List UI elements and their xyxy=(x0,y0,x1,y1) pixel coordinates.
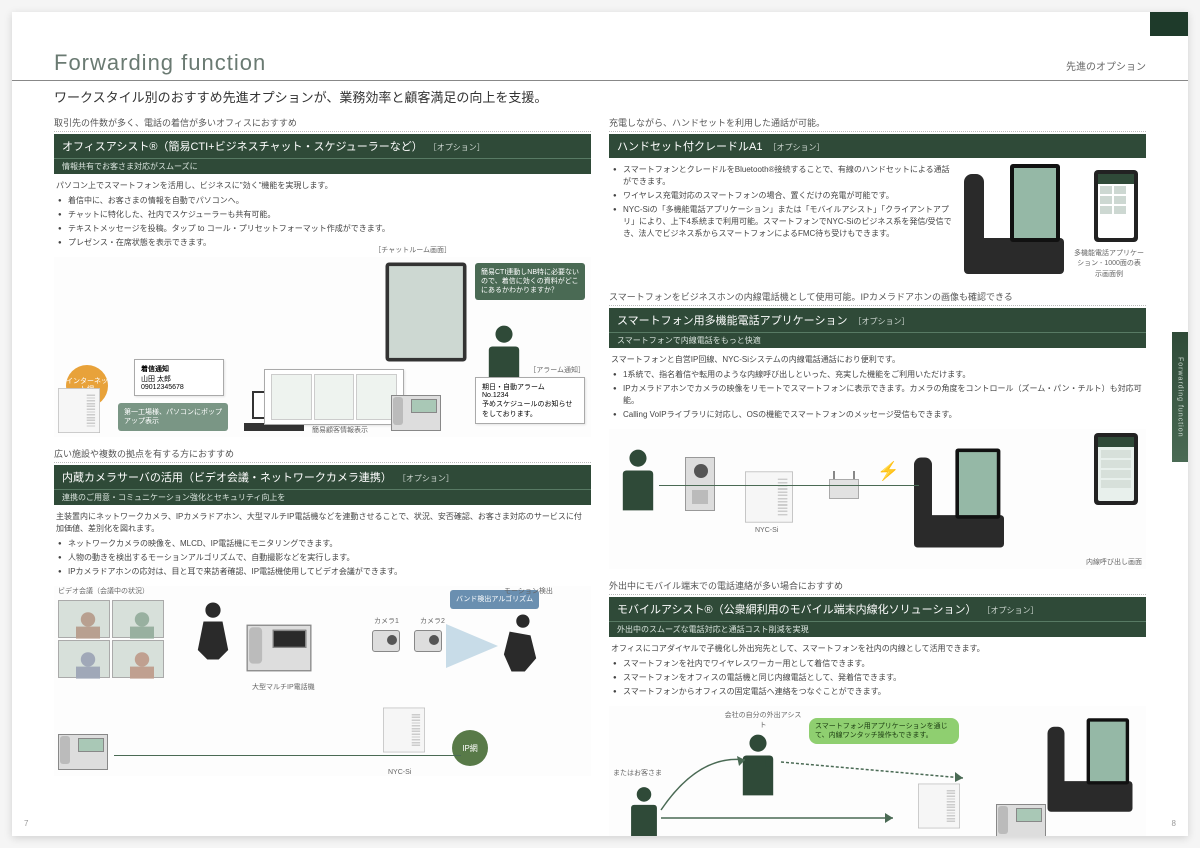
sec-intro: スマートフォンをビジネスホンの内線電話機として使用可能。IPカメラドアホンの画像… xyxy=(609,290,1146,306)
sec-intro: 外出中にモバイル端末での電話連絡が多い場合におすすめ xyxy=(609,579,1146,595)
bullet: テキストメッセージを投稿。タップ to コール・プリセットフォーマット作成ができ… xyxy=(58,223,589,235)
diagram-camera: ビデオ会議（会議中の状況） 大型マルチIP電話機 カメラ1 xyxy=(54,586,591,776)
person-icon xyxy=(194,600,232,662)
sec-intro: 取引先の件数が多く、電話の着信が多いオフィスにおすすめ xyxy=(54,116,591,132)
sec-sub: スマートフォンで内線電話をもっと快適 xyxy=(609,332,1146,348)
connector-line xyxy=(114,755,461,756)
tip-bubble: スマートフォン用アプリケーションを通じて、内線ワンタッチ操作もできます。 xyxy=(809,718,959,744)
bullet: スマートフォンを社内でワイヤレスワーカー用として着信できます。 xyxy=(613,658,1144,670)
cradle-illust xyxy=(914,449,1004,548)
smartphone-illust xyxy=(1094,433,1138,505)
section-cradle: 充電しながら、ハンドセットを利用した通話が可能。 ハンドセット付クレードルA1 … xyxy=(609,116,1146,280)
nyc-unit xyxy=(383,708,425,753)
top-bar xyxy=(12,12,1188,36)
bullet: ワイヤレス充電対応のスマートフォンの場合、置くだけの充電が可能です。 xyxy=(613,190,956,202)
deskphone-illust xyxy=(391,395,441,431)
bullet: スマートフォンからオフィスの固定電話へ連絡をつなぐことができます。 xyxy=(613,686,1144,698)
sec-body: オフィスにコアダイヤルで子機化し外出宛先として、スマートフォンを社内の内線として… xyxy=(609,637,1146,706)
bullet: IPカメラドアホンの応対は、目と耳で来訪者確認、IP電話機使用してビデオ会議がで… xyxy=(58,566,589,578)
sec-title: ハンドセット付クレードルA1 ［オプション］ xyxy=(609,134,1146,158)
sec-title: 内蔵カメラサーバの活用（ビデオ会議・ネットワークカメラ連携） ［オプション］ xyxy=(54,465,591,489)
bullet: 人物の動きを検出するモーションアルゴリズムで、自動撮影などを実行します。 xyxy=(58,552,589,564)
side-tab: Forwarding function xyxy=(1172,332,1188,462)
deskphone-illust xyxy=(996,804,1046,836)
ip-phone-illust xyxy=(247,625,312,672)
arrow-label: 第一工場様、パソコンにポップアップ表示 xyxy=(118,403,228,431)
camera-icon xyxy=(414,630,442,652)
alarm-popup: 期日・自動アラーム No.1234 予めスケジュールのお知らせをしております。 xyxy=(475,377,585,424)
sec-sub: 連携のご用意・コミュニケーション強化とセキュリティ向上を xyxy=(54,489,591,505)
bullet: スマートフォンをオフィスの電話機と同じ内線電話として、発着信できます。 xyxy=(613,672,1144,684)
tablet-illust xyxy=(386,263,467,362)
sec-body: スマートフォンと自営IP回線、NYC-Siシステムの内線電話通話におり便利です。… xyxy=(609,348,1146,429)
person-icon xyxy=(619,449,657,511)
page-header: Forwarding function 先進のオプション xyxy=(12,36,1188,81)
scheduler-window xyxy=(264,369,404,425)
bullet: ネットワークカメラの映像を、MLCD、IP電話機にモニタリングできます。 xyxy=(58,538,589,550)
bullet: チャットに特化した、社内でスケジューラーも共有可能。 xyxy=(58,209,589,221)
router-illust xyxy=(829,479,859,499)
camera-icon xyxy=(372,630,400,652)
intruder-icon xyxy=(502,612,540,674)
sec-intro: 充電しながら、ハンドセットを利用した通話が可能。 xyxy=(609,116,1146,132)
diagram-mobile-assist: またはお客さま 会社の自分の外出アシスト スマートフォン用アプリケーションを通じ… xyxy=(609,706,1146,836)
doorphone-illust xyxy=(685,457,715,511)
bullet: プレゼンス・在席状態を表示できます。 xyxy=(58,237,589,249)
bullet: 着信中に、お客さまの情報を自動でパソコンへ。 xyxy=(58,195,589,207)
bullet: NYC-Siの「多機能電話アプリケーション」または「モバイルアシスト」「クライア… xyxy=(613,204,956,240)
section-office-assist: 取引先の件数が多く、電話の着信が多いオフィスにおすすめ オフィスアシスト®（簡易… xyxy=(54,116,591,437)
bullet: IPカメラドアホンでカメラの映像をリモートでスマートフォンに表示できます。カメラ… xyxy=(613,383,1144,407)
bullet: Calling VoIPライブラリに対応し、OSの機能でスマートフォンのメッセー… xyxy=(613,409,1144,421)
video-grid xyxy=(58,600,168,678)
page-number-right: 8 xyxy=(1172,819,1176,828)
bullet: スマートフォンとクレードルをBluetooth®接続することで、有線のハンドセッ… xyxy=(613,164,956,188)
cradle-figure: 多機能電話アプリケーション - 1000面の表示画面例 xyxy=(964,164,1144,274)
person-icon xyxy=(628,787,660,836)
sec-sub: 情報共有でお客さま対応がスムーズに xyxy=(54,158,591,174)
arrow-icon xyxy=(659,806,899,836)
cradle-illust xyxy=(964,164,1064,274)
sec-title: モバイルアシスト®（公衆網利用のモバイル端末内線化ソリューション） ［オプション… xyxy=(609,597,1146,621)
sec-body: パソコン上でスマートフォンを活用し、ビジネスに"効く"機能を実現します。 着信中… xyxy=(54,174,591,257)
sec-title: オフィスアシスト®（簡易CTI+ビジネスチャット・スケジューラーなど） ［オプシ… xyxy=(54,134,591,158)
nyc-unit xyxy=(918,784,960,829)
deskphone-illust xyxy=(58,734,108,770)
chat-bubble: 簡易CTI連動しNB特に必要ないので、着信に効くの資料がどこにあるかわかりますか… xyxy=(475,263,585,300)
section-smartphone-app: スマートフォンをビジネスホンの内線電話機として使用可能。IPカメラドアホンの画像… xyxy=(609,290,1146,569)
page-number-left: 7 xyxy=(24,819,28,828)
sec-body: 主装置内にネットワークカメラ、IPカメラドアホン、大型マルチIP電話機などを連動… xyxy=(54,505,591,586)
nyc-unit xyxy=(58,388,100,433)
left-column: 取引先の件数が多く、電話の着信が多いオフィスにおすすめ オフィスアシスト®（簡易… xyxy=(54,116,591,816)
bullet: 1系統で、指名着信や転用のような内線呼び出しといった、充実した機能をご利用いただ… xyxy=(613,369,1144,381)
cradle-illust xyxy=(1048,718,1133,812)
connector-line xyxy=(659,485,919,486)
sec-sub: 外出中のスムーズな電話対応と通話コスト削減を実現 xyxy=(609,621,1146,637)
header-right-label: 先進のオプション xyxy=(1066,58,1146,73)
section-camera-server: 広い施設や複数の拠点を有する方におすすめ 内蔵カメラサーバの活用（ビデオ会議・ネ… xyxy=(54,447,591,776)
diagram-office-assist: ［チャットルーム画面］ 簡易CTI連動しNB特に必要ないので、着信に効くの資料が… xyxy=(54,257,591,437)
smartphone-illust xyxy=(1094,170,1138,242)
section-mobile-assist: 外出中にモバイル端末での電話連絡が多い場合におすすめ モバイルアシスト®（公衆網… xyxy=(609,579,1146,836)
diagram-smartphone-app: NYC-Si ⚡ xyxy=(609,429,1146,569)
camera-cone xyxy=(446,624,498,668)
sec-title: スマートフォン用多機能電話アプリケーション ［オプション］ xyxy=(609,308,1146,332)
right-column: 充電しながら、ハンドセットを利用した通話が可能。 ハンドセット付クレードルA1 … xyxy=(609,116,1146,816)
page-subhead: ワークスタイル別のおすすめ先進オプションが、業務効率と顧客満足の向上を支援。 xyxy=(12,81,1188,116)
nyc-unit xyxy=(745,471,793,522)
sec-body: スマートフォンとクレードルをBluetooth®接続することで、有線のハンドセッ… xyxy=(609,158,1146,280)
wireless-icon: ⚡ xyxy=(877,461,899,482)
page: Forwarding function 先進のオプション ワークスタイル別のおす… xyxy=(12,12,1188,836)
sec-intro: 広い施設や複数の拠点を有する方におすすめ xyxy=(54,447,591,463)
content-columns: 取引先の件数が多く、電話の着信が多いオフィスにおすすめ オフィスアシスト®（簡易… xyxy=(12,116,1188,836)
incoming-popup: 着信通知 山田 太郎 09012345678 xyxy=(134,359,224,396)
ip-net-badge: IP網 xyxy=(452,730,488,766)
page-title: Forwarding function xyxy=(54,50,266,76)
